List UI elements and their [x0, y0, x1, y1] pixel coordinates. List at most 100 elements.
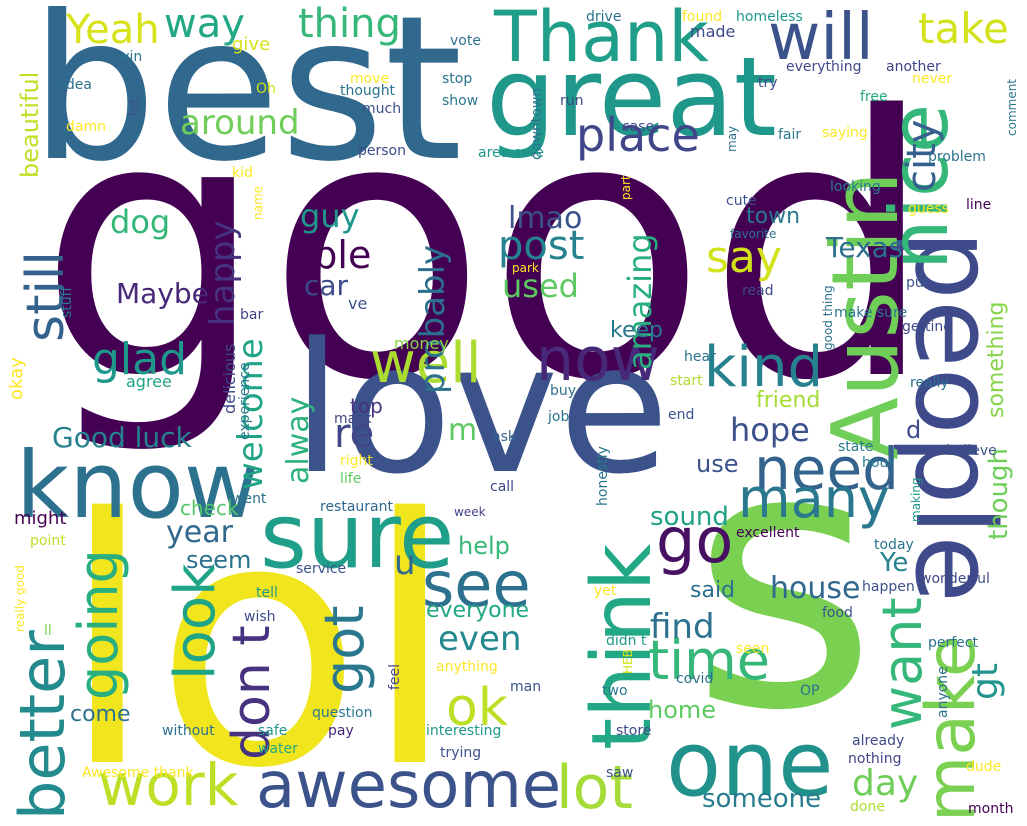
word-Thank: Thank — [494, 0, 709, 78]
word-already: already — [852, 733, 905, 749]
word-around: around — [180, 103, 300, 143]
word-homeless: homeless — [736, 9, 803, 25]
word-year: year — [166, 515, 233, 550]
word-end: end — [668, 407, 695, 423]
word-tell: tell — [256, 585, 278, 601]
word-ll: ll — [44, 623, 52, 639]
word-something: something — [984, 301, 1009, 418]
word-lot: lot — [556, 753, 633, 823]
word-better: better — [6, 630, 79, 820]
word-gt: gt — [965, 663, 1006, 700]
word-fair: fair — [778, 127, 802, 143]
word-line: line — [966, 197, 992, 213]
word-delicious: delicious — [220, 343, 239, 414]
word-problem: problem — [928, 149, 986, 165]
word-thought: thought — [340, 83, 396, 99]
word-put: put — [906, 275, 930, 291]
word-look: look — [163, 563, 228, 680]
word-store: store — [616, 723, 652, 739]
word-stop: stop — [442, 71, 473, 87]
word-trying: trying — [440, 745, 482, 761]
word-lmao: lmao — [508, 201, 583, 236]
word-anything: anything — [436, 659, 498, 675]
word-case: case — [622, 119, 655, 135]
word-perfect: perfect — [928, 635, 978, 651]
word-read: read — [742, 283, 774, 299]
word-believe: believe — [946, 443, 997, 459]
word-dude: dude — [966, 759, 1002, 775]
word-thing: thing — [298, 1, 401, 47]
word-run: run — [560, 93, 584, 109]
word-move: move — [350, 71, 390, 87]
word-Yeah: Yeah — [66, 7, 160, 53]
word-kid: kid — [232, 165, 253, 181]
word-mask: mask — [334, 411, 372, 427]
word-stuff: stuff — [59, 286, 75, 318]
word-without: without — [162, 723, 215, 739]
word-ask: ask — [492, 429, 516, 445]
word-may: may — [725, 125, 739, 152]
word-friend: friend — [756, 388, 821, 413]
word-best: best — [30, 0, 463, 206]
word-m: m — [448, 413, 478, 448]
word-saying: saying — [822, 125, 868, 141]
word-honestly: honestly — [595, 446, 611, 506]
word-well: well — [370, 331, 482, 396]
word-want: want — [871, 597, 934, 730]
word-much: much — [362, 101, 402, 117]
word-awesome: awesome — [256, 749, 562, 823]
word-s: s — [690, 370, 878, 789]
word-work: work — [98, 751, 239, 819]
word-money: money — [394, 334, 449, 353]
word-state: state — [838, 439, 874, 455]
word-restaurant: restaurant — [320, 499, 393, 515]
word-park: park — [512, 261, 539, 275]
word-yet: yet — [594, 583, 617, 599]
word-covid: covid — [676, 671, 714, 687]
word-u: u — [394, 543, 416, 583]
word-good-thing: good thing — [821, 285, 835, 350]
word-help: help — [458, 532, 510, 560]
word-use: use — [696, 450, 739, 478]
word-probably: probably — [413, 244, 453, 394]
word-got: got — [313, 605, 376, 695]
word-done: done — [850, 799, 885, 815]
word-hour: hour — [862, 455, 895, 471]
word-HEB: HEB — [621, 649, 635, 674]
word-point: point — [30, 533, 66, 549]
word-question: question — [312, 705, 373, 721]
word-sure: sure — [260, 484, 455, 589]
word-guy: guy — [300, 197, 360, 235]
word-experience: experience — [237, 362, 253, 440]
word-food: food — [822, 605, 853, 621]
word-OP: OP — [800, 683, 820, 699]
word-Ye: Ye — [880, 548, 909, 578]
word-wonderful: wonderful — [920, 571, 990, 587]
word-top: top — [350, 394, 383, 418]
word-car: car — [304, 269, 349, 302]
word-never: never — [912, 71, 953, 87]
word-right: right — [340, 453, 373, 469]
word-person: person — [358, 143, 406, 159]
word-call: call — [490, 479, 515, 495]
word-really-good: really good — [13, 565, 27, 632]
word-went: went — [232, 491, 267, 507]
word-dog: dog — [110, 203, 171, 241]
word-win: win — [118, 49, 143, 65]
word-really: really — [910, 375, 949, 391]
word-re: re — [334, 411, 375, 457]
word-today: today — [874, 537, 914, 553]
word-might: might — [14, 508, 67, 529]
word-glad: glad — [92, 334, 188, 385]
word-vote: vote — [450, 33, 481, 49]
word-agree: agree — [126, 372, 172, 391]
word-used: used — [502, 267, 579, 305]
word-comment: comment — [1005, 78, 1019, 136]
word-need: need — [754, 435, 899, 503]
word-Maybe: Maybe — [116, 277, 209, 310]
word-seem: seem — [186, 546, 252, 574]
word-idea: idea — [62, 77, 92, 93]
word-made: made — [690, 22, 736, 41]
word-favorite: favorite — [730, 227, 777, 241]
